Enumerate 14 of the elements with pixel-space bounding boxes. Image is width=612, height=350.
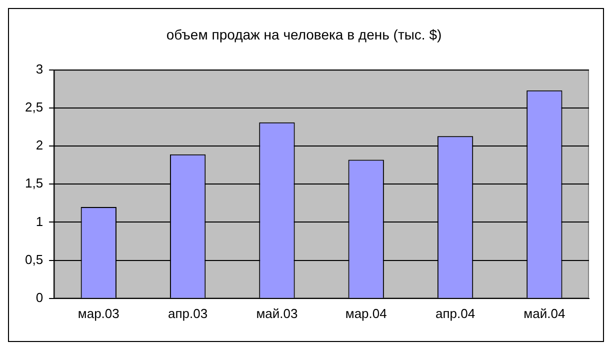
x-tick-label: май.03 [256, 306, 298, 321]
x-tick-label: мар.04 [345, 306, 387, 321]
y-tick-label: 2 [36, 138, 44, 153]
y-tick-label: 0 [36, 290, 44, 305]
y-tick-label: 2,5 [24, 99, 44, 114]
y-tick-label: 1,5 [24, 176, 44, 191]
y-tick-label: 1 [36, 214, 44, 229]
chart-title: объем продаж на человека в день (тыс. $) [166, 26, 442, 42]
y-tick-label: 3 [36, 61, 44, 76]
x-tick-label: май.04 [524, 306, 566, 321]
x-tick-label: апр.03 [168, 306, 208, 321]
y-tick-label: 0,5 [24, 252, 44, 267]
x-tick-label: апр.04 [435, 306, 476, 321]
x-tick-label: мар.03 [78, 306, 120, 321]
